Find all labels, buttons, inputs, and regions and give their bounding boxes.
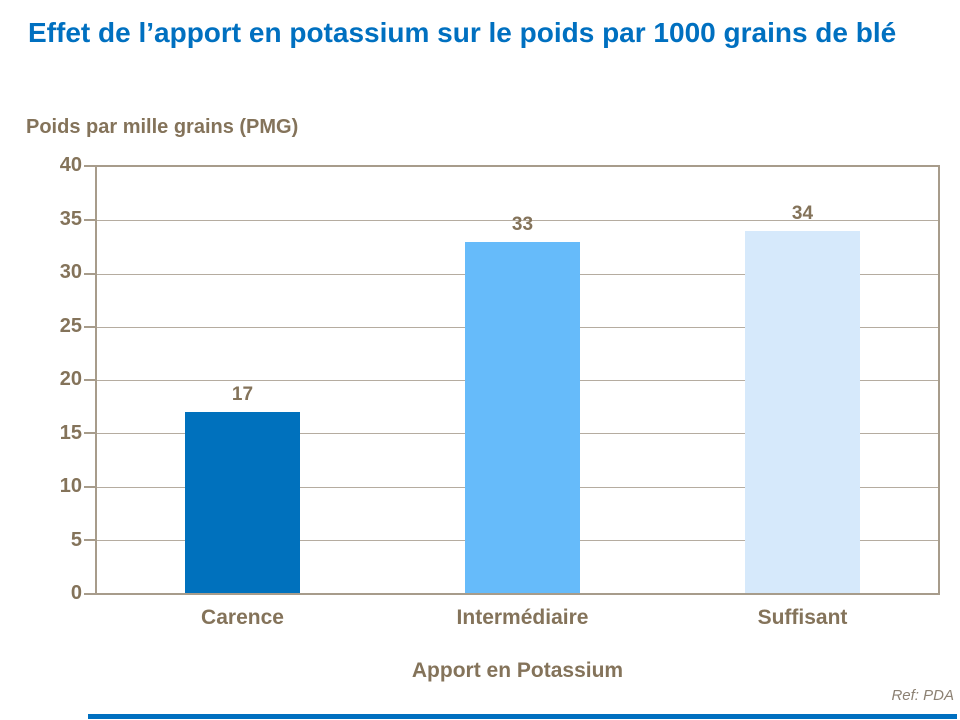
- bar-group-carence: 17 Carence: [185, 167, 300, 629]
- y-tick-label: 10: [59, 475, 82, 497]
- y-axis-title: Poids par mille grains (PMG): [26, 116, 299, 138]
- bar-value-label: 33: [511, 213, 534, 235]
- y-axis-tick: [84, 379, 95, 381]
- plot-area: 17 Carence 33 Intermédiaire 34 Suffisant: [84, 165, 940, 629]
- y-axis-tick: [84, 325, 95, 328]
- x-category-label: Carence: [201, 606, 284, 629]
- bar-group-suffisant: 34 Suffisant: [745, 167, 860, 629]
- x-axis-title: Apport en Potassium: [411, 659, 624, 682]
- bar-intermediaire: [465, 241, 580, 593]
- x-category-label: Intermédiaire: [456, 606, 589, 629]
- y-axis-tick: [84, 272, 95, 275]
- bar-value-label: 34: [791, 202, 814, 224]
- y-tick-label: 35: [59, 207, 82, 230]
- bar-suffisant: [745, 230, 860, 593]
- bottom-accent-bar: [88, 714, 957, 719]
- bar-value-label: 17: [231, 383, 254, 405]
- y-axis-tick-labels: 40 35 30 25 20 15 10 5 0: [14, 152, 82, 606]
- y-tick-label: 0: [70, 582, 82, 604]
- y-tick-label: 5: [70, 528, 82, 551]
- gridline: [97, 220, 938, 222]
- y-axis-tick: [84, 538, 95, 541]
- y-axis-tick: [84, 593, 95, 595]
- x-category-label: Suffisant: [757, 606, 848, 629]
- y-axis-tick: [84, 219, 95, 222]
- bar-carence: [185, 411, 300, 593]
- y-tick-label: 40: [59, 154, 82, 176]
- slide-title: Effet de l’apport en potassium sur le po…: [28, 17, 897, 48]
- reference-note: Ref: PDA: [891, 687, 954, 704]
- y-tick-label: 30: [59, 261, 82, 283]
- y-axis-tick: [84, 432, 95, 435]
- y-axis-tick: [84, 165, 95, 167]
- bar-group-intermediaire: 33 Intermédiaire: [457, 167, 589, 629]
- y-tick-label: 25: [59, 314, 82, 337]
- y-tick-label: 20: [59, 368, 82, 390]
- y-tick-label: 15: [59, 421, 82, 444]
- y-axis-tick: [84, 485, 95, 488]
